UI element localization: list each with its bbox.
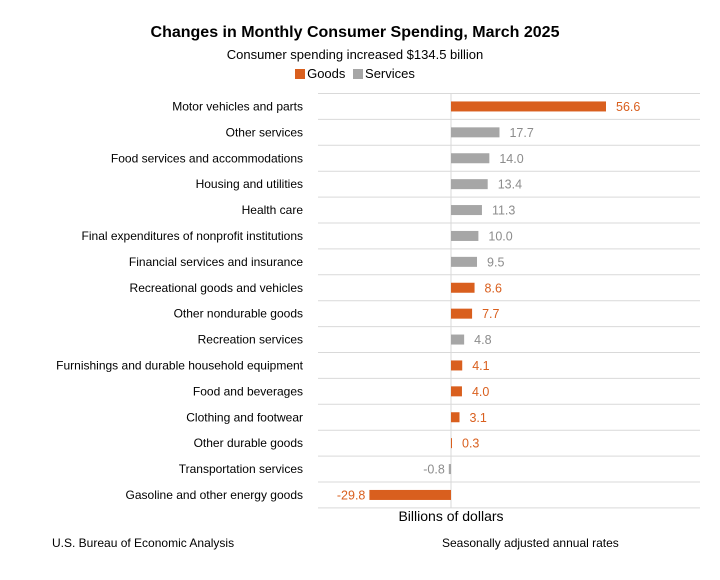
legend-goods-label: Goods: [307, 66, 346, 81]
value-label: 3.1: [469, 411, 486, 425]
category-label: Other nondurable goods: [174, 307, 303, 321]
bar: [451, 282, 475, 293]
bar: [369, 489, 451, 500]
value-label: 11.3: [492, 204, 515, 218]
value-label: 7.7: [482, 307, 499, 321]
value-label: 4.8: [474, 333, 491, 347]
category-label: Clothing and footwear: [186, 410, 303, 424]
bar: [451, 205, 482, 216]
bar: [451, 127, 500, 138]
category-label: Final expenditures of nonprofit institut…: [82, 229, 303, 243]
value-label: 14.0: [499, 152, 523, 166]
bar: [451, 101, 606, 112]
value-labels: 56.6 17.7 14.0 13.4 11.3 10.0 9.5 8.6 7.7 4.8 4.1 4…: [337, 100, 640, 503]
legend-goods-swatch: [295, 69, 306, 79]
category-label: Transportation services: [179, 462, 303, 476]
value-label: 13.4: [498, 178, 522, 192]
bar: [451, 334, 465, 345]
category-label: Food services and accommodations: [111, 151, 303, 165]
category-label: Food and beverages: [193, 384, 303, 398]
bar: [451, 308, 473, 319]
value-label: 9.5: [487, 255, 504, 269]
category-label: Health care: [242, 203, 304, 217]
value-label: 0.3: [462, 437, 479, 451]
legend-services: Services: [353, 66, 415, 81]
bar: [448, 464, 451, 475]
bar: [451, 360, 463, 371]
chart-subtitle: Consumer spending increased $134.5 billi…: [226, 47, 484, 62]
bar: [451, 438, 452, 449]
chart-legend: Goods Services: [0, 66, 710, 81]
category-label: Housing and utilities: [196, 177, 303, 191]
category-labels: Motor vehicles and parts Other services Fo…: [56, 99, 304, 502]
bars: [369, 101, 606, 500]
category-label: Financial services and insurance: [129, 255, 303, 269]
legend-goods: Goods: [295, 66, 345, 81]
value-label: 56.6: [616, 100, 640, 114]
category-label: Gasoline and other energy goods: [126, 488, 303, 502]
bar: [451, 153, 490, 164]
category-label: Other durable goods: [194, 436, 303, 450]
bar: [451, 412, 460, 423]
rate-note: Seasonally adjusted annual rates: [442, 536, 619, 550]
value-label: 4.0: [472, 385, 489, 399]
value-label: 4.1: [472, 359, 489, 373]
category-label: Recreational goods and vehicles: [130, 281, 303, 295]
value-label: 8.6: [485, 281, 502, 295]
bar: [451, 230, 479, 241]
bar: [451, 256, 478, 267]
value-label: 17.7: [509, 126, 533, 140]
value-label: -0.8: [423, 463, 445, 477]
source-note: U.S. Bureau of Economic Analysis: [52, 536, 235, 550]
chart-title: Changes in Monthly Consumer Spending, Ma…: [150, 24, 560, 41]
value-label: 10.0: [488, 229, 512, 243]
legend-services-label: Services: [365, 66, 415, 81]
legend-services-swatch: [353, 69, 364, 79]
category-label: Recreation services: [198, 333, 303, 347]
value-label: -29.8: [337, 488, 366, 502]
category-label: Motor vehicles and parts: [172, 99, 303, 113]
category-label: Other services: [226, 125, 303, 139]
bar: [451, 386, 462, 397]
category-label: Furnishings and durable household equipm…: [56, 358, 304, 372]
x-axis-label: Billions of dollars: [398, 508, 503, 524]
bar: [451, 179, 488, 190]
